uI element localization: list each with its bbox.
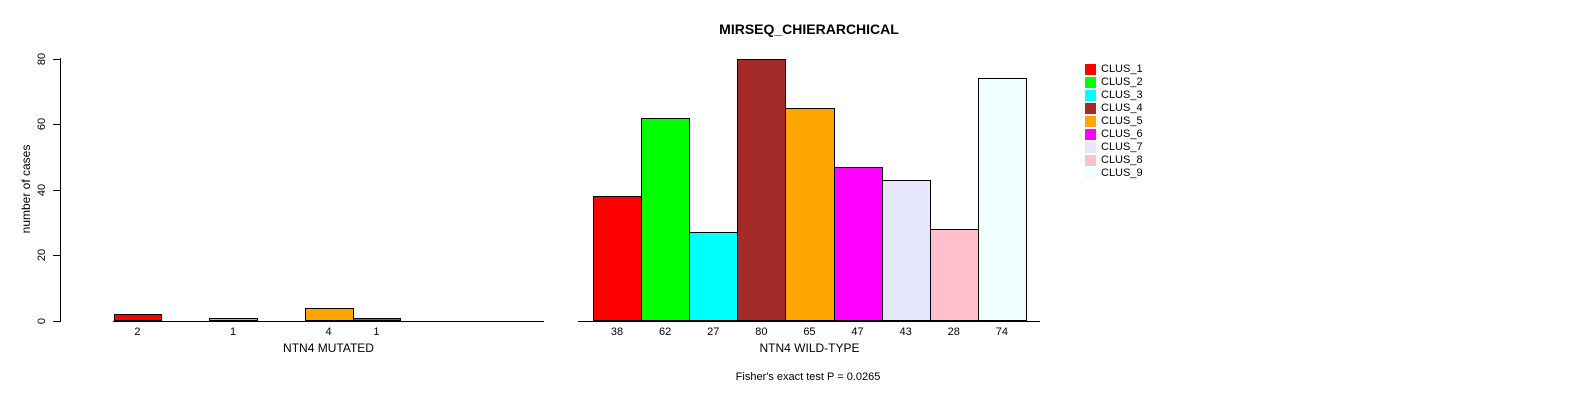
bar-value-label: 65 — [803, 326, 816, 338]
bar-wild-type-CLUS_4 — [737, 59, 786, 321]
legend-swatch-clus_5 — [1085, 116, 1096, 127]
y-tick-label: 60 — [36, 117, 48, 131]
legend-label: CLUS_9 — [1101, 167, 1143, 179]
bar-wild-type-CLUS_7 — [882, 180, 931, 321]
y-tick-label: 20 — [36, 248, 48, 262]
x-axis-line-mutated — [113, 321, 544, 322]
bar-mutated-CLUS_5 — [305, 308, 354, 321]
bar-wild-type-CLUS_1 — [593, 196, 642, 321]
bar-value-label: 2 — [134, 326, 141, 338]
fisher-test-annotation: Fisher's exact test P = 0.0265 — [735, 371, 881, 383]
x-axis-label-mutated: NTN4 MUTATED — [283, 341, 374, 355]
bar-value-label: 74 — [995, 326, 1008, 338]
bar-value-label: 27 — [707, 326, 720, 338]
bar-value-label: 47 — [851, 326, 864, 338]
y-tick — [53, 190, 60, 191]
legend-label: CLUS_2 — [1101, 76, 1143, 88]
legend-swatch-clus_6 — [1085, 129, 1096, 140]
chart-title: MIRSEQ_CHIERARCHICAL — [719, 21, 899, 37]
bar-wild-type-CLUS_9 — [978, 78, 1027, 321]
legend-swatch-clus_9 — [1085, 168, 1096, 179]
y-axis-label: number of cases — [19, 144, 33, 234]
legend-label: CLUS_7 — [1101, 141, 1143, 153]
legend-swatch-clus_8 — [1085, 155, 1096, 166]
legend-label: CLUS_1 — [1101, 63, 1143, 75]
y-tick — [53, 59, 60, 60]
bar-value-label: 28 — [947, 326, 960, 338]
y-tick — [53, 124, 60, 125]
bar-mutated-CLUS_6 — [353, 318, 401, 321]
y-tick-label: 0 — [36, 317, 48, 325]
legend-swatch-clus_3 — [1085, 90, 1096, 101]
bar-wild-type-CLUS_8 — [930, 229, 979, 321]
bar-value-label: 38 — [610, 326, 624, 338]
y-tick — [53, 321, 60, 322]
bar-value-label: 4 — [325, 326, 332, 338]
bar-wild-type-CLUS_5 — [785, 108, 835, 321]
bar-value-label: 1 — [373, 326, 380, 338]
y-tick-label: 80 — [36, 52, 48, 66]
legend-label: CLUS_6 — [1101, 128, 1143, 140]
legend-label: CLUS_8 — [1101, 154, 1143, 166]
x-axis-line-wild-type — [578, 321, 1040, 322]
legend-swatch-clus_2 — [1085, 77, 1096, 88]
legend-label: CLUS_3 — [1101, 89, 1143, 101]
bar-value-label: 62 — [659, 326, 672, 338]
bar-wild-type-CLUS_6 — [834, 167, 883, 321]
y-tick-label: 40 — [36, 183, 48, 197]
bar-mutated-CLUS_3 — [209, 318, 258, 321]
legend-swatch-clus_4 — [1085, 103, 1096, 114]
bar-value-label: 80 — [755, 326, 768, 338]
y-tick — [53, 255, 60, 256]
bar-wild-type-CLUS_2 — [641, 118, 690, 321]
legend-swatch-clus_1 — [1085, 64, 1096, 75]
bar-value-label: 43 — [899, 326, 912, 338]
x-axis-label-wild-type: NTN4 WILD-TYPE — [759, 341, 860, 355]
y-axis-line — [60, 58, 61, 322]
legend-label: CLUS_5 — [1101, 115, 1143, 127]
bar-wild-type-CLUS_3 — [689, 232, 738, 321]
legend-swatch-clus_7 — [1085, 142, 1096, 153]
bar-value-label: 1 — [229, 326, 237, 338]
bar-mutated-CLUS_1 — [114, 314, 162, 321]
legend-label: CLUS_4 — [1101, 102, 1143, 114]
